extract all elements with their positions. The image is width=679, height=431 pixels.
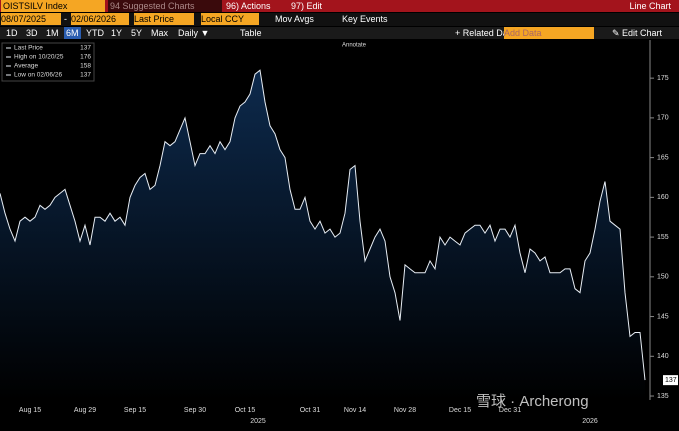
x-tick-label: Aug 29 <box>74 407 96 414</box>
legend-value: 158 <box>80 63 91 70</box>
y-tick-label: 140 <box>657 353 669 360</box>
chart-type: Line Chart <box>629 1 671 11</box>
start-date[interactable]: 08/07/2025 <box>1 13 61 25</box>
line <box>0 69 646 381</box>
legend-value: 176 <box>80 54 91 61</box>
y-tick-label: 135 <box>657 393 669 400</box>
legend-label: High on 10/20/25 <box>14 54 64 61</box>
controls-bar: 08/07/2025 - 02/06/2026 Last Price Local… <box>0 13 679 26</box>
legend-label: Last Price <box>14 45 43 52</box>
table-button[interactable]: Table <box>240 28 262 38</box>
security-field[interactable]: OISTSILV Index <box>1 0 105 12</box>
y-tick-label: 145 <box>657 313 669 320</box>
x-tick-label: Oct 15 <box>235 407 256 414</box>
legend-box <box>1 42 95 82</box>
period-bar: Daily ▼ Table + Related Dat Add Data ✎ E… <box>0 27 679 39</box>
currency-select[interactable]: Local CCY <box>201 13 259 25</box>
actions-menu[interactable]: 96) Actions <box>226 1 271 11</box>
period-button[interactable]: 5Y <box>131 28 143 38</box>
y-tick-label: 175 <box>657 75 669 82</box>
end-date[interactable]: 02/06/2026 <box>71 13 129 25</box>
x-tick-label: Dec 31 <box>499 407 521 414</box>
legend-value: 137 <box>80 45 91 52</box>
y-tick-label: 155 <box>657 234 669 241</box>
last-price-label: 137 <box>665 377 677 384</box>
period-button[interactable]: 6M <box>64 27 81 39</box>
period-button[interactable]: Max <box>151 28 169 38</box>
period-button[interactable]: 1D <box>6 28 18 38</box>
suggested-charts[interactable]: 94 Suggested Charts <box>108 0 222 12</box>
y-tick-label: 160 <box>657 194 669 201</box>
frequency[interactable]: Daily ▼ <box>178 28 210 38</box>
edit-chart[interactable]: ✎ Edit Chart <box>612 28 663 38</box>
y-tick-label: 170 <box>657 115 669 122</box>
area <box>0 70 645 400</box>
legend-label: Average <box>14 63 38 70</box>
x-tick-label: Nov 14 <box>344 407 366 414</box>
period-button[interactable]: 1M <box>46 28 59 38</box>
period-button[interactable]: 3D <box>26 28 38 38</box>
x-tick-label: Oct 31 <box>300 407 321 414</box>
add-data[interactable]: Add Data <box>504 27 594 39</box>
x-tick-label: Dec 15 <box>449 407 471 414</box>
year-label: 2026 <box>582 418 598 425</box>
legend-label: Low on 02/06/26 <box>14 72 62 79</box>
mov-avgs[interactable]: Mov Avgs <box>275 14 314 24</box>
annotate[interactable]: Annotate <box>342 43 367 49</box>
legend-value: 137 <box>80 72 91 79</box>
edit-menu[interactable]: 97) Edit <box>291 1 323 11</box>
key-events[interactable]: Key Events <box>342 14 388 24</box>
related-data[interactable]: + Related Dat <box>455 28 511 38</box>
last-price-tag <box>663 375 678 386</box>
period-button[interactable]: YTD <box>86 28 104 38</box>
x-tick-label: Sep 30 <box>184 407 206 414</box>
period-button[interactable]: 1Y <box>111 28 123 38</box>
watermark: 雪球 · Archerong <box>476 393 589 410</box>
y-tick-label: 150 <box>657 274 669 281</box>
x-tick-label: Aug 15 <box>19 407 41 414</box>
title-bar: OISTSILV Index 94 Suggested Charts 96) A… <box>0 0 679 12</box>
year-label: 2025 <box>250 418 266 425</box>
y-tick-label: 165 <box>657 154 669 161</box>
date-dash: - <box>64 14 67 24</box>
x-tick-label: Sep 15 <box>124 407 146 414</box>
field-select[interactable]: Last Price <box>134 13 194 25</box>
chart: Annotate 135 140 145 150 155 160 165 170 175 Aug … <box>0 40 678 425</box>
x-tick-label: Nov 28 <box>394 407 416 414</box>
